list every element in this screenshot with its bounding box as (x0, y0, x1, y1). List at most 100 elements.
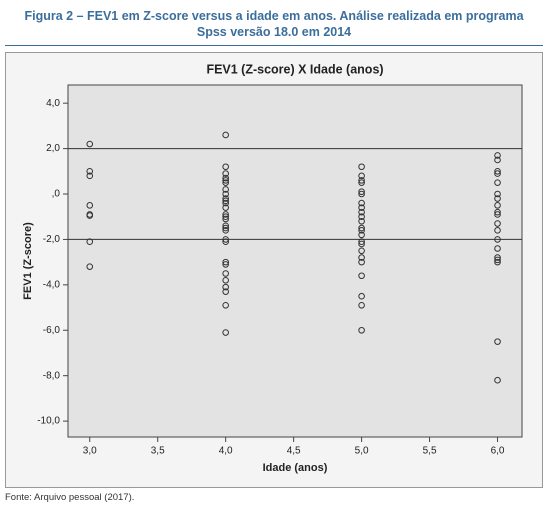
point (222, 177, 229, 184)
point (494, 170, 501, 177)
point (222, 301, 229, 309)
point (358, 163, 365, 171)
point (494, 245, 501, 252)
point (494, 211, 501, 218)
x-tick-label: 3,0 (83, 446, 97, 457)
y-tick-label: -6,0 (43, 325, 61, 336)
point (222, 236, 229, 243)
point (222, 270, 229, 277)
point (494, 190, 501, 198)
chart-title: FEV1 (Z-score) X Idade (anos) (206, 62, 383, 76)
point (222, 170, 229, 177)
point (86, 202, 94, 209)
point (222, 283, 229, 291)
plot-area (67, 84, 523, 438)
point (358, 199, 365, 207)
point (222, 224, 229, 232)
chart: FEV1 (Z-score) X Idade (anos) Idade (ano… (5, 52, 543, 488)
point (494, 179, 501, 186)
point (358, 240, 365, 248)
y-tick-label: -2,0 (43, 234, 61, 245)
point (358, 247, 365, 255)
source-note: Fonte: Arquivo pessoal (2017). (5, 492, 135, 503)
point (222, 199, 229, 207)
point (358, 238, 365, 245)
y-tick-label: ,0 (52, 189, 61, 200)
caption-rule (5, 45, 543, 46)
point (222, 215, 229, 223)
point (494, 376, 501, 384)
x-tick-label: 4,0 (219, 446, 233, 457)
y-tick-label: -4,0 (43, 279, 61, 290)
point (222, 261, 229, 268)
point (494, 227, 501, 234)
point (222, 186, 229, 193)
point (86, 140, 94, 148)
point (222, 277, 229, 284)
x-tick-label: 5,5 (423, 446, 437, 457)
point (494, 254, 501, 261)
point (494, 202, 501, 209)
point (86, 167, 94, 175)
point (222, 288, 229, 295)
point (358, 301, 365, 309)
point (358, 231, 365, 239)
point (358, 292, 365, 300)
point (494, 258, 501, 266)
y-tick-label: -10,0 (37, 416, 60, 427)
point (358, 188, 365, 196)
point (222, 329, 229, 336)
point (86, 212, 94, 219)
point (494, 220, 501, 227)
point (358, 227, 365, 234)
x-axis-label: Idade (anos) (263, 462, 328, 474)
point (222, 179, 229, 186)
point (494, 167, 501, 175)
point (86, 172, 94, 180)
point (358, 272, 365, 280)
point (222, 190, 229, 198)
point (222, 197, 229, 205)
point (222, 227, 229, 234)
point (494, 338, 501, 345)
point (358, 204, 365, 211)
point (494, 195, 501, 202)
x-tick-label: 5,0 (355, 446, 369, 457)
point (222, 211, 229, 218)
y-tick-label: 2,0 (46, 143, 60, 154)
x-tick-label: 6,0 (491, 446, 505, 457)
point (222, 204, 229, 211)
point (358, 258, 365, 266)
y-tick-label: 4,0 (46, 98, 60, 109)
y-tick-label: -8,0 (43, 370, 61, 381)
point (358, 177, 365, 184)
point (494, 152, 501, 159)
point (86, 238, 94, 245)
point (494, 156, 501, 164)
point (358, 213, 365, 221)
figure-caption: Figura 2 – FEV1 em Z-score versus a idad… (24, 9, 524, 39)
point (494, 208, 501, 216)
point (358, 326, 365, 334)
point (358, 208, 365, 216)
point (222, 163, 229, 171)
x-tick-label: 4,5 (287, 446, 301, 457)
point (358, 217, 365, 225)
point (222, 195, 229, 202)
point (358, 190, 365, 198)
point (222, 258, 229, 266)
x-tick-label: 3,5 (151, 446, 165, 457)
point (494, 256, 501, 264)
point (222, 238, 229, 245)
point (358, 254, 365, 261)
point (222, 213, 229, 221)
point (358, 172, 365, 180)
point (222, 131, 229, 139)
point (494, 236, 501, 243)
point (222, 222, 229, 230)
point (222, 174, 229, 182)
point (86, 263, 94, 270)
y-axis-label: FEV1 (Z-score) (22, 222, 34, 300)
point (358, 224, 365, 232)
